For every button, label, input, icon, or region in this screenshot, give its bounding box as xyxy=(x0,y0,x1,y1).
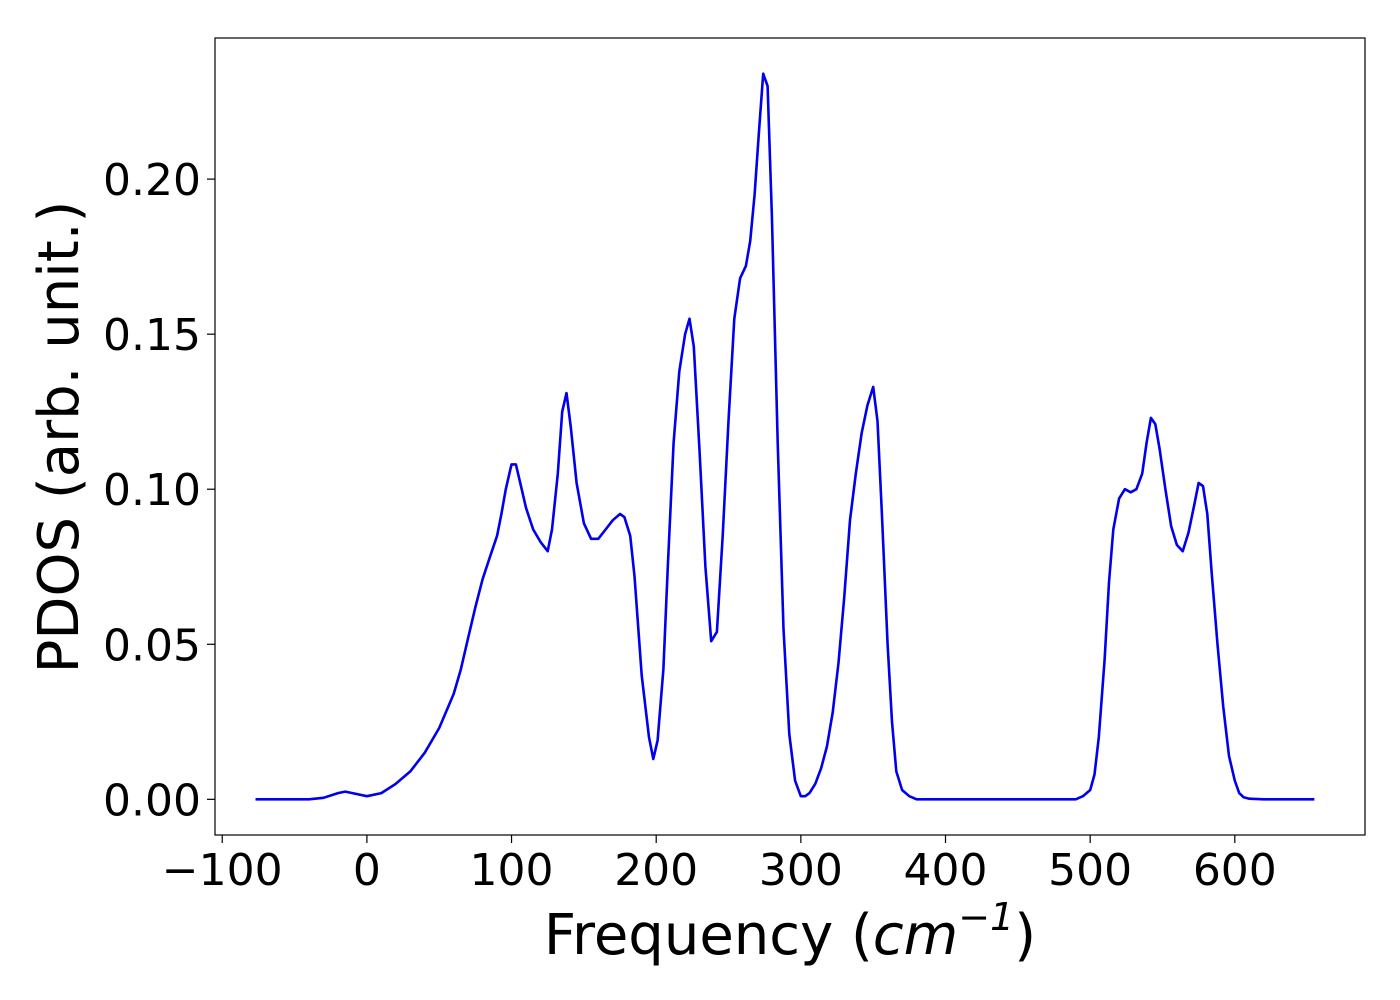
x-tick-label: 100 xyxy=(470,845,554,896)
series-line-0 xyxy=(255,72,1315,801)
y-axis-ticks: 0.00 0.05 0.10 0.15 0.20 xyxy=(103,155,215,826)
plot-frame xyxy=(214,37,1366,836)
y-tick-label: 0.10 xyxy=(103,465,201,516)
x-tick-label: 500 xyxy=(1048,845,1132,896)
y-tick-label: 0.20 xyxy=(103,155,201,206)
y-tick-label: 0.00 xyxy=(103,775,201,826)
series-layer xyxy=(255,72,1315,801)
x-tick-label: 600 xyxy=(1193,845,1277,896)
plot-area xyxy=(215,38,1365,835)
x-tick-label: 200 xyxy=(614,845,698,896)
y-tick-label: 0.15 xyxy=(103,310,201,361)
x-axis-title: Frequency (cm−1) xyxy=(544,895,1036,968)
x-tick-label: −100 xyxy=(162,845,283,896)
x-tick-label: 0 xyxy=(353,845,381,896)
x-axis-ticks: −100 0 100 200 300 400 500 600 xyxy=(162,835,1277,896)
y-tick-label: 0.05 xyxy=(103,620,201,671)
x-tick-label: 300 xyxy=(759,845,843,896)
x-tick-label: 400 xyxy=(904,845,988,896)
y-axis-title: PDOS (arb. unit.) xyxy=(27,201,92,674)
